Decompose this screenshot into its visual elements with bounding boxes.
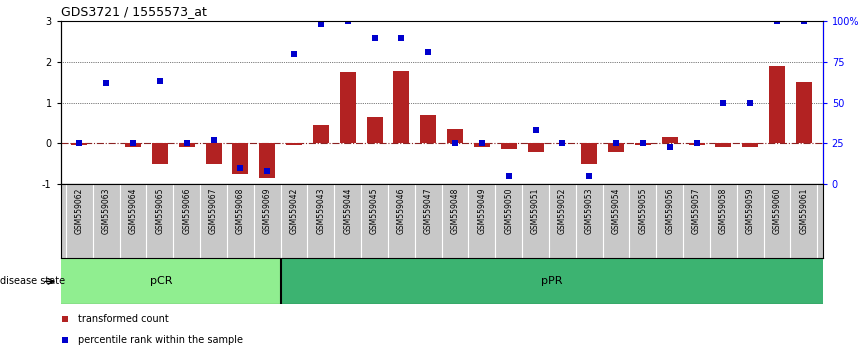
Bar <box>662 137 678 143</box>
Text: GSM559056: GSM559056 <box>665 188 675 234</box>
Text: GSM559053: GSM559053 <box>585 188 594 234</box>
Text: transformed count: transformed count <box>78 314 169 324</box>
Text: pPR: pPR <box>541 276 562 286</box>
Text: GSM559066: GSM559066 <box>182 188 191 234</box>
Text: GSM559045: GSM559045 <box>370 188 379 234</box>
Text: GSM559057: GSM559057 <box>692 188 701 234</box>
Bar <box>501 143 517 149</box>
Bar <box>281 258 823 304</box>
Bar <box>447 129 463 143</box>
Text: GSM559051: GSM559051 <box>531 188 540 234</box>
Bar <box>366 117 383 143</box>
Text: pCR: pCR <box>150 276 172 286</box>
Text: percentile rank within the sample: percentile rank within the sample <box>78 335 243 345</box>
Text: GSM559065: GSM559065 <box>155 188 165 234</box>
Text: GSM559044: GSM559044 <box>343 188 352 234</box>
Text: GSM559050: GSM559050 <box>504 188 514 234</box>
Bar <box>178 143 195 147</box>
Bar <box>393 71 410 143</box>
Text: GSM559043: GSM559043 <box>316 188 326 234</box>
Text: GSM559054: GSM559054 <box>611 188 621 234</box>
Text: disease state: disease state <box>0 276 65 286</box>
Bar <box>205 143 222 164</box>
Text: GSM559052: GSM559052 <box>558 188 567 234</box>
Bar <box>61 258 281 304</box>
Bar <box>71 143 87 145</box>
Text: GDS3721 / 1555573_at: GDS3721 / 1555573_at <box>61 5 206 18</box>
Text: GSM559055: GSM559055 <box>638 188 648 234</box>
Bar <box>527 143 544 152</box>
Text: GSM559060: GSM559060 <box>772 188 782 234</box>
Bar <box>688 143 705 145</box>
Text: GSM559049: GSM559049 <box>477 188 487 234</box>
Text: GSM559048: GSM559048 <box>450 188 460 234</box>
Bar <box>339 72 356 143</box>
Bar <box>608 143 624 152</box>
Bar <box>581 143 598 164</box>
Bar <box>474 143 490 147</box>
Text: GSM559059: GSM559059 <box>746 188 755 234</box>
Text: GSM559046: GSM559046 <box>397 188 406 234</box>
Bar <box>715 143 732 147</box>
Bar <box>259 143 275 178</box>
Text: GSM559068: GSM559068 <box>236 188 245 234</box>
Bar <box>152 143 168 164</box>
Bar <box>420 115 436 143</box>
Bar <box>635 143 651 145</box>
Bar <box>125 143 141 147</box>
Text: GSM559062: GSM559062 <box>74 188 84 234</box>
Text: GSM559042: GSM559042 <box>289 188 299 234</box>
Bar <box>232 143 249 174</box>
Text: GSM559061: GSM559061 <box>799 188 809 234</box>
Bar <box>313 125 329 143</box>
Text: GSM559069: GSM559069 <box>262 188 272 234</box>
Text: GSM559064: GSM559064 <box>128 188 138 234</box>
Bar <box>769 66 785 143</box>
Text: GSM559047: GSM559047 <box>423 188 433 234</box>
Text: GSM559063: GSM559063 <box>101 188 111 234</box>
Bar <box>742 143 759 147</box>
Bar <box>796 82 812 143</box>
Bar <box>286 143 302 145</box>
Text: GSM559067: GSM559067 <box>209 188 218 234</box>
Text: GSM559058: GSM559058 <box>719 188 728 234</box>
